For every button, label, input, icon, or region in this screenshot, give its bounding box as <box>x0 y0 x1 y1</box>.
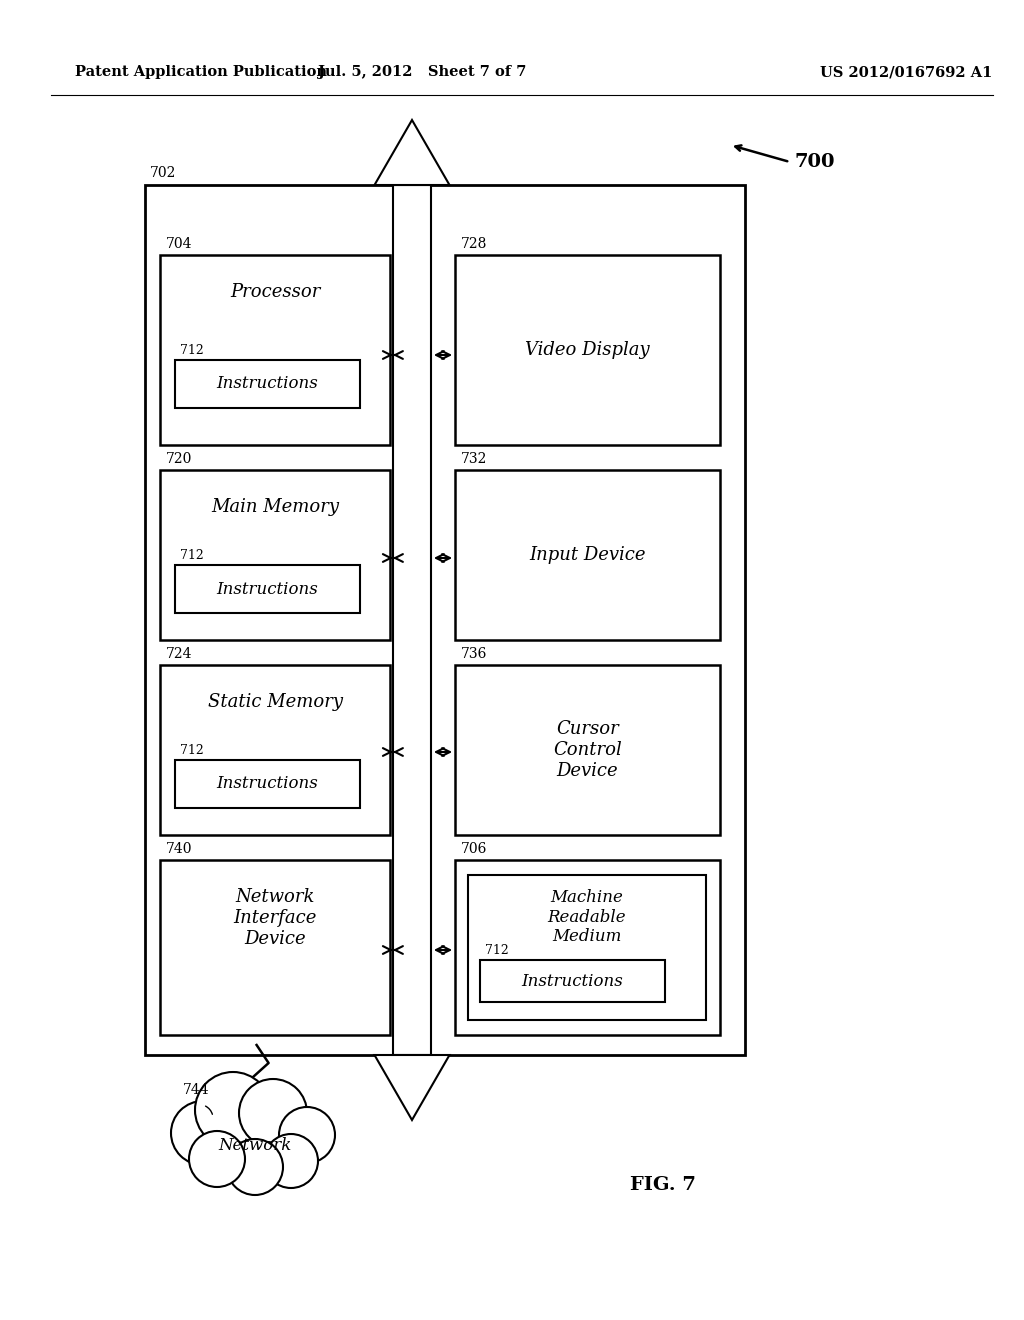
Text: Network: Network <box>218 1137 292 1154</box>
Text: Instructions: Instructions <box>521 973 624 990</box>
Bar <box>160 470 390 640</box>
Text: Static Memory: Static Memory <box>208 693 342 711</box>
Circle shape <box>239 1078 307 1147</box>
Text: 728: 728 <box>461 238 487 251</box>
Bar <box>175 360 360 408</box>
Text: 744: 744 <box>183 1082 210 1097</box>
Text: 702: 702 <box>150 166 176 180</box>
Text: Storage: Storage <box>515 878 587 896</box>
Polygon shape <box>375 1055 450 1119</box>
Circle shape <box>264 1134 318 1188</box>
Text: 708: 708 <box>580 878 606 892</box>
Text: US 2012/0167692 A1: US 2012/0167692 A1 <box>820 65 992 79</box>
Text: 704: 704 <box>166 238 193 251</box>
Text: Cursor
Control
Device: Cursor Control Device <box>553 721 622 780</box>
Bar <box>468 875 706 1020</box>
Bar <box>175 565 360 612</box>
Text: Instructions: Instructions <box>217 776 318 792</box>
Bar <box>393 185 431 1055</box>
Text: Instructions: Instructions <box>217 375 318 392</box>
Bar <box>160 861 390 1035</box>
Polygon shape <box>375 120 450 185</box>
Text: Input Device: Input Device <box>529 546 646 564</box>
Circle shape <box>227 1139 283 1195</box>
Text: Jul. 5, 2012   Sheet 7 of 7: Jul. 5, 2012 Sheet 7 of 7 <box>317 65 526 79</box>
Bar <box>160 665 390 836</box>
Text: 740: 740 <box>166 842 193 855</box>
Text: Instructions: Instructions <box>217 581 318 598</box>
Circle shape <box>189 1131 245 1187</box>
Text: Main Memory: Main Memory <box>211 498 339 516</box>
Text: 732: 732 <box>461 451 487 466</box>
Text: 712: 712 <box>485 944 509 957</box>
Bar <box>480 960 665 1002</box>
Text: 724: 724 <box>166 647 193 661</box>
Text: Patent Application Publication: Patent Application Publication <box>75 65 327 79</box>
Text: 712: 712 <box>180 744 204 756</box>
Bar <box>175 760 360 808</box>
Bar <box>145 185 745 1055</box>
Bar <box>455 665 720 836</box>
Text: Network
Interface
Device: Network Interface Device <box>233 888 316 948</box>
Text: FIG. 7: FIG. 7 <box>630 1176 696 1195</box>
Text: 720: 720 <box>166 451 193 466</box>
Bar <box>160 255 390 445</box>
Bar <box>455 861 720 1035</box>
Circle shape <box>279 1107 335 1163</box>
Text: Video Display: Video Display <box>525 341 650 359</box>
Circle shape <box>195 1072 271 1148</box>
Text: 712: 712 <box>180 549 204 562</box>
Text: 706: 706 <box>461 842 487 855</box>
Text: Machine
Readable
Medium: Machine Readable Medium <box>548 888 627 945</box>
Circle shape <box>171 1101 234 1166</box>
Bar <box>455 255 720 445</box>
Text: 712: 712 <box>180 345 204 356</box>
Bar <box>455 470 720 640</box>
Text: Processor: Processor <box>229 282 321 301</box>
Text: 736: 736 <box>461 647 487 661</box>
Text: 700: 700 <box>795 153 836 172</box>
